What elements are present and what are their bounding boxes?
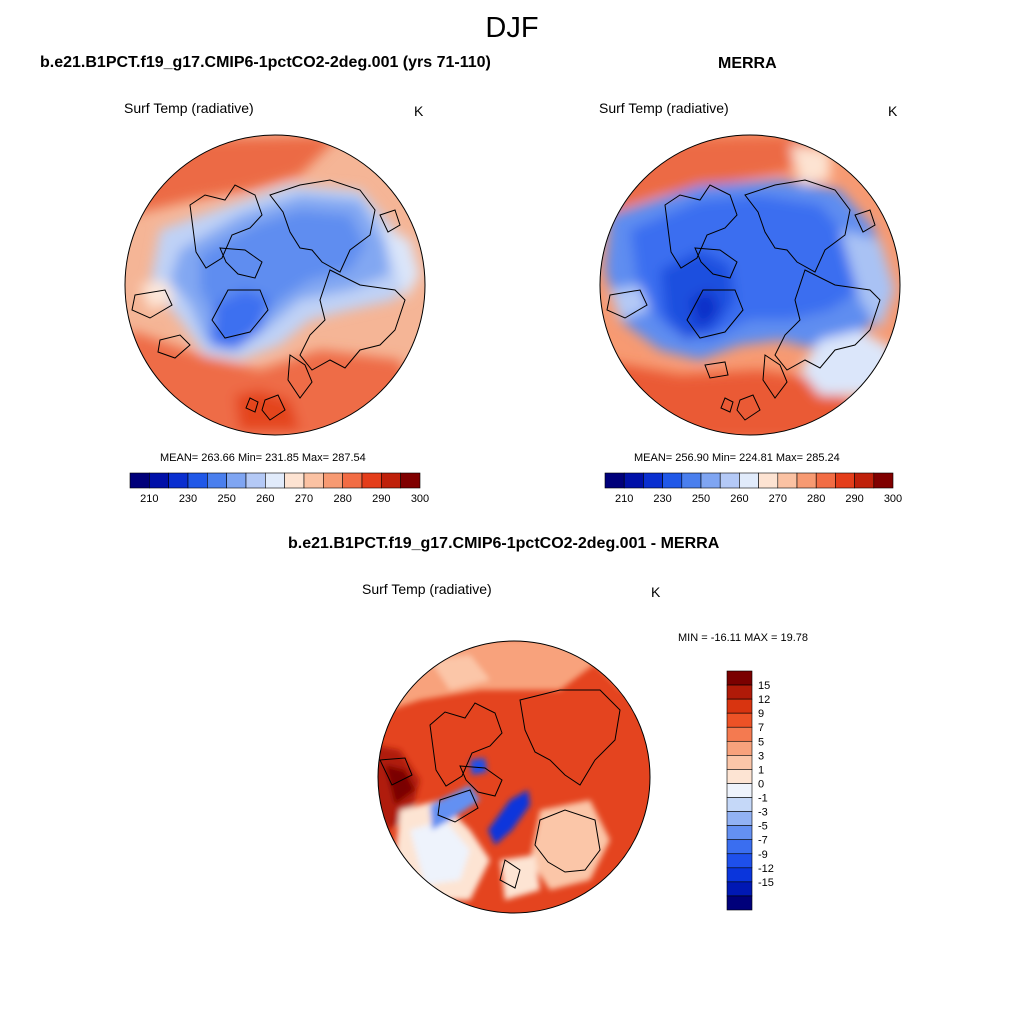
colorbar-tick-label: 260 [256, 493, 274, 505]
colorbar-swatch [815, 472, 836, 489]
colorbar-swatch [226, 472, 247, 489]
model-colorbar: 210 230 250 260 270 280 290 300 [129, 472, 429, 505]
colorbar-swatch [726, 769, 753, 784]
colorbar-swatch [726, 698, 753, 714]
diff-stats: MIN = -16.11 MAX = 19.78 [678, 632, 809, 644]
colorbar-tick-label: 7 [758, 722, 764, 734]
colorbar-swatch [187, 472, 208, 489]
obs-colorbar: 210 230 250 260 270 280 290 300 [604, 472, 902, 505]
obs-polar-map [599, 134, 901, 436]
colorbar-swatch [854, 472, 875, 489]
colorbar-tick-label: 280 [333, 493, 351, 505]
model-polar-map [124, 134, 426, 436]
colorbar-swatch [681, 472, 702, 489]
colorbar-swatch [129, 472, 150, 489]
colorbar-tick-label: 280 [807, 493, 825, 505]
colorbar-swatch [726, 811, 753, 826]
model-variable-label: Surf Temp (radiative) [124, 100, 254, 116]
colorbar-tick-label: -3 [758, 807, 768, 819]
colorbar-tick-label: 270 [295, 493, 313, 505]
colorbar-swatch [726, 726, 753, 742]
colorbar-tick-label: 12 [758, 694, 770, 706]
colorbar-tick-label: 290 [845, 493, 863, 505]
figure-title: DJF [485, 12, 539, 44]
colorbar-tick-label: 5 [758, 736, 764, 748]
colorbar-swatch [796, 472, 817, 489]
colorbar-swatch [726, 881, 753, 897]
colorbar-swatch [726, 895, 753, 911]
colorbar-swatch [604, 472, 625, 489]
colorbar-swatch [700, 472, 721, 489]
colorbar-swatch [149, 472, 169, 489]
colorbar-swatch [726, 797, 753, 812]
colorbar-tick-label: 0 [758, 778, 764, 790]
colorbar-swatch [361, 472, 382, 489]
diff-panel-title: b.e21.B1PCT.f19_g17.CMIP6-1pctCO2-2deg.0… [288, 535, 720, 552]
colorbar-swatch [739, 472, 759, 489]
colorbar-tick-label: 1 [758, 764, 764, 776]
colorbar-tick-label: 260 [730, 493, 748, 505]
colorbar-swatch [726, 853, 753, 869]
colorbar-tick-label: -5 [758, 821, 768, 833]
colorbar-swatch [726, 867, 753, 883]
colorbar-swatch [265, 472, 285, 489]
obs-stats: MEAN= 256.90 Min= 224.81 Max= 285.24 [634, 452, 840, 464]
model-panel-title: b.e21.B1PCT.f19_g17.CMIP6-1pctCO2-2deg.0… [40, 54, 491, 71]
colorbar-swatch [726, 712, 753, 728]
colorbar-tick-label: -15 [758, 877, 774, 889]
colorbar-swatch [726, 783, 753, 798]
colorbar-swatch [726, 755, 753, 770]
colorbar-swatch [303, 472, 324, 489]
colorbar-tick-label: 15 [758, 680, 770, 692]
colorbar-swatch [726, 740, 753, 756]
colorbar-swatch [207, 472, 227, 489]
colorbar-swatch [726, 839, 753, 855]
diff-colorbar: 15 12 9 7 5 3 1 0 -1 -3 -5 -7 -9 -12 -15 [726, 670, 774, 911]
colorbar-swatch [726, 684, 753, 700]
colorbar-tick-label: 300 [884, 493, 902, 505]
obs-units-label: K [888, 103, 898, 119]
colorbar-tick-label: -12 [758, 863, 774, 875]
colorbar-swatch [284, 472, 305, 489]
colorbar-swatch [758, 472, 779, 489]
colorbar-tick-label: 250 [692, 493, 710, 505]
colorbar-tick-label: 250 [217, 493, 235, 505]
colorbar-swatch [719, 472, 740, 489]
colorbar-tick-label: 230 [653, 493, 671, 505]
diff-polar-map [377, 640, 651, 914]
colorbar-tick-label: -1 [758, 793, 768, 805]
colorbar-swatch [342, 472, 363, 489]
colorbar-tick-label: -9 [758, 849, 768, 861]
model-stats: MEAN= 263.66 Min= 231.85 Max= 287.54 [160, 452, 366, 464]
colorbar-swatch [245, 472, 266, 489]
colorbar-swatch [400, 472, 421, 489]
colorbar-tick-label: 3 [758, 750, 764, 762]
colorbar-swatch [835, 472, 855, 489]
colorbar-tick-label: 290 [372, 493, 390, 505]
colorbar-swatch [777, 472, 798, 489]
diff-variable-label: Surf Temp (radiative) [362, 581, 492, 597]
colorbar-tick-label: -7 [758, 835, 768, 847]
colorbar-tick-label: 210 [615, 493, 633, 505]
colorbar-swatch [726, 825, 753, 841]
colorbar-tick-label: 300 [411, 493, 429, 505]
colorbar-swatch [873, 472, 894, 489]
model-units-label: K [414, 103, 424, 119]
colorbar-tick-label: 270 [769, 493, 787, 505]
colorbar-tick-label: 210 [140, 493, 158, 505]
colorbar-swatch [643, 472, 663, 489]
colorbar-swatch [168, 472, 189, 489]
colorbar-swatch [323, 472, 343, 489]
colorbar-swatch [623, 472, 644, 489]
colorbar-swatch [726, 670, 753, 686]
colorbar-tick-label: 230 [179, 493, 197, 505]
colorbar-swatch [662, 472, 683, 489]
colorbar-swatch [381, 472, 401, 489]
colorbar-tick-label: 9 [758, 708, 764, 720]
obs-variable-label: Surf Temp (radiative) [599, 100, 729, 116]
diff-units-label: K [651, 584, 661, 600]
obs-panel-title: MERRA [718, 55, 777, 72]
